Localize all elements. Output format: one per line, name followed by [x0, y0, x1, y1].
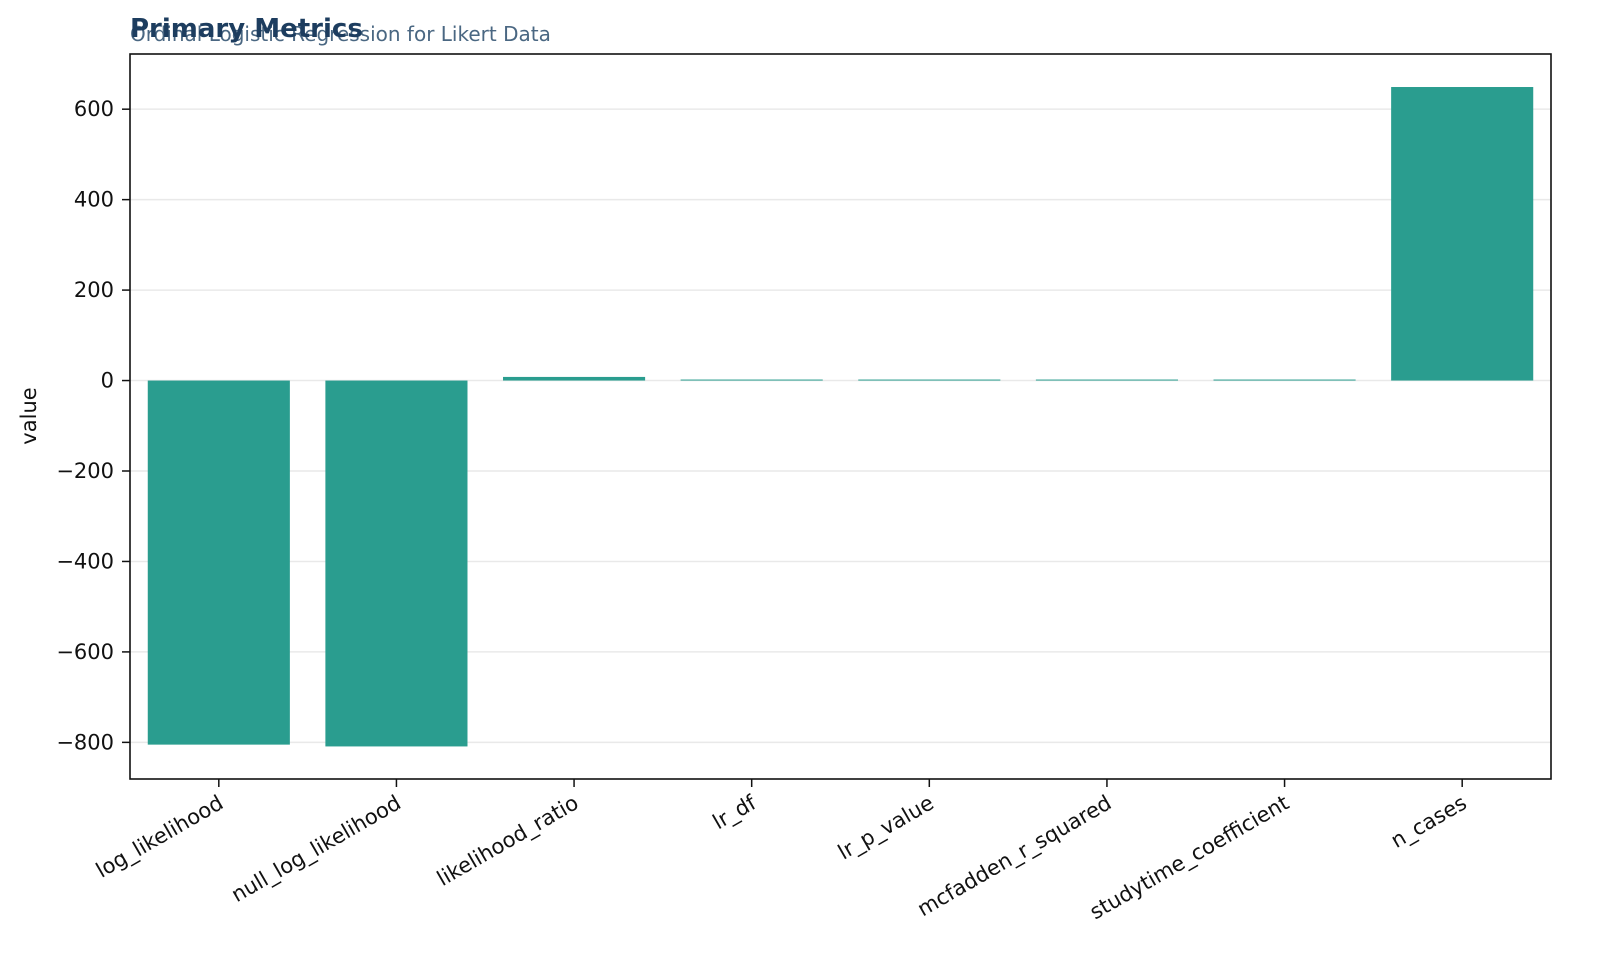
y-axis-ticks: −800 −600 −400 −200 0 200 400 600: [56, 97, 130, 754]
plot-frame: [129, 53, 1552, 780]
y-tick-label: 400: [74, 188, 114, 212]
chart-title: Primary Metrics: [130, 14, 363, 44]
bar-likelihood-ratio: [503, 376, 646, 381]
chart-subtitle: Ordinal Logistic Regression for Likert D…: [130, 22, 551, 46]
bars: [147, 87, 1534, 747]
y-tick-label: 0: [101, 369, 114, 393]
y-tick-label: −200: [56, 459, 114, 483]
x-tick-label: studytime_coefficient: [1086, 791, 1294, 925]
y-tick-label: 600: [74, 97, 114, 121]
bar-lr-p-value: [858, 379, 1001, 381]
bar-lr-df: [680, 379, 823, 381]
y-tick-label: −600: [56, 640, 114, 664]
bar-null-log-likelihood: [325, 380, 468, 747]
y-tick-label: −400: [56, 549, 114, 573]
bar-studytime-coefficient: [1213, 379, 1356, 381]
y-tick-label: −800: [56, 730, 114, 754]
x-tick-label: likelihood_ratio: [433, 791, 583, 892]
y-axis-label: value: [17, 387, 41, 444]
bar-log-likelihood: [147, 380, 290, 745]
x-tick-label: n_cases: [1387, 791, 1471, 854]
y-tick-label: 200: [74, 278, 114, 302]
x-tick-label: null_log_likelihood: [227, 791, 405, 908]
x-tick-label: lr_p_value: [834, 791, 938, 866]
x-tick-label: lr_df: [709, 790, 762, 835]
bar-n-cases: [1391, 87, 1534, 381]
x-tick-label: log_likelihood: [92, 791, 228, 884]
x-axis-ticks: log_likelihood null_log_likelihood likelih…: [92, 779, 1471, 925]
bar-mcfadden-r-squared: [1035, 379, 1178, 381]
